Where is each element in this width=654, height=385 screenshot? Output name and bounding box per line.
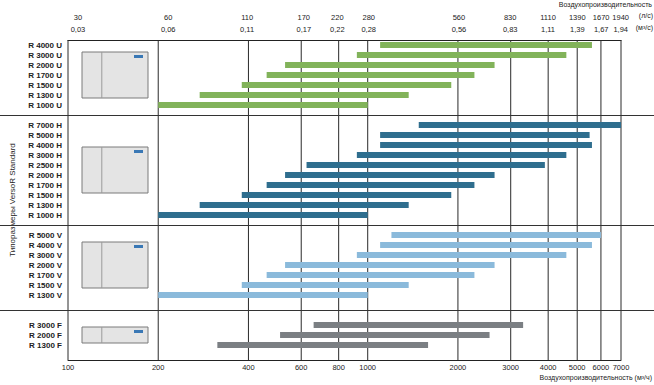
svg-text:4000: 4000: [540, 363, 557, 372]
svg-text:R 4000 H: R 4000 H: [28, 141, 62, 150]
svg-text:R 2000 F: R 2000 F: [29, 331, 62, 340]
svg-text:1,67: 1,67: [594, 25, 609, 34]
svg-text:110: 110: [241, 13, 253, 22]
svg-text:R 3000 F: R 3000 F: [29, 321, 62, 330]
svg-text:170: 170: [298, 13, 311, 22]
svg-text:R 1000 U: R 1000 U: [28, 101, 62, 110]
svg-text:400: 400: [242, 363, 255, 372]
svg-text:R 4000 V: R 4000 V: [29, 241, 63, 250]
svg-text:6000: 6000: [593, 363, 610, 372]
svg-text:R 2000 H: R 2000 H: [28, 171, 62, 180]
svg-text:1,39: 1,39: [570, 25, 585, 34]
svg-text:5000: 5000: [569, 363, 586, 372]
svg-text:R 2500 H: R 2500 H: [28, 161, 62, 170]
svg-text:R 1700 H: R 1700 H: [28, 181, 62, 190]
svg-text:(м³/с): (м³/с): [636, 24, 653, 32]
svg-text:1,11: 1,11: [541, 25, 555, 34]
svg-text:R 1700 V: R 1700 V: [29, 271, 63, 280]
svg-text:1390: 1390: [569, 13, 586, 22]
svg-text:100: 100: [62, 363, 75, 372]
svg-text:280: 280: [362, 13, 375, 22]
svg-text:R 1000 H: R 1000 H: [28, 211, 62, 220]
svg-text:1,94: 1,94: [613, 25, 628, 34]
svg-text:R 1500 H: R 1500 H: [28, 191, 62, 200]
svg-text:R 4000 U: R 4000 U: [28, 41, 62, 50]
svg-text:800: 800: [332, 363, 345, 372]
svg-text:220: 220: [331, 13, 344, 22]
svg-text:3000: 3000: [502, 363, 519, 372]
svg-text:R 1500 U: R 1500 U: [28, 81, 62, 90]
svg-text:1000: 1000: [359, 363, 376, 372]
svg-text:R 3000 U: R 3000 U: [28, 51, 62, 60]
svg-text:R 1300 F: R 1300 F: [29, 341, 62, 350]
svg-text:Воздухопроизводительность (м³/: Воздухопроизводительность (м³/ч): [540, 374, 652, 382]
svg-text:Типоразмеры VersoR Standard: Типоразмеры VersoR Standard: [8, 143, 17, 257]
svg-text:60: 60: [164, 13, 172, 22]
svg-text:1670: 1670: [593, 13, 610, 22]
svg-text:R 1300 V: R 1300 V: [29, 291, 63, 300]
svg-text:0,17: 0,17: [296, 25, 311, 34]
svg-text:1940: 1940: [612, 13, 629, 22]
svg-text:Воздухопроизводительность: Воздухопроизводительность: [559, 1, 652, 9]
svg-text:1110: 1110: [540, 13, 556, 22]
svg-text:R 1500 V: R 1500 V: [29, 281, 63, 290]
svg-text:R 1300 H: R 1300 H: [28, 201, 62, 210]
svg-text:830: 830: [504, 13, 517, 22]
svg-text:7000: 7000: [613, 363, 630, 372]
svg-text:R 2000 V: R 2000 V: [29, 261, 63, 270]
svg-text:2000: 2000: [450, 363, 467, 372]
svg-text:0,56: 0,56: [452, 25, 467, 34]
svg-text:0,22: 0,22: [330, 25, 345, 34]
svg-text:R 7000 H: R 7000 H: [28, 121, 62, 130]
svg-text:0,11: 0,11: [240, 25, 254, 34]
svg-text:R 1700 U: R 1700 U: [28, 71, 62, 80]
svg-text:R 3000 H: R 3000 H: [28, 151, 62, 160]
svg-text:0,03: 0,03: [71, 25, 86, 34]
svg-text:600: 600: [295, 363, 308, 372]
svg-text:R 5000 H: R 5000 H: [28, 131, 62, 140]
svg-text:R 3000 V: R 3000 V: [29, 251, 63, 260]
svg-text:30: 30: [74, 13, 82, 22]
svg-text:0,28: 0,28: [361, 25, 376, 34]
svg-text:560: 560: [453, 13, 466, 22]
svg-text:(л/с): (л/с): [639, 12, 653, 20]
svg-text:0,06: 0,06: [161, 25, 176, 34]
svg-text:R 5000 V: R 5000 V: [29, 231, 63, 240]
svg-text:R 1300 U: R 1300 U: [28, 91, 62, 100]
svg-text:200: 200: [152, 363, 165, 372]
svg-text:R 2000 U: R 2000 U: [28, 61, 62, 70]
svg-text:0,83: 0,83: [503, 25, 518, 34]
